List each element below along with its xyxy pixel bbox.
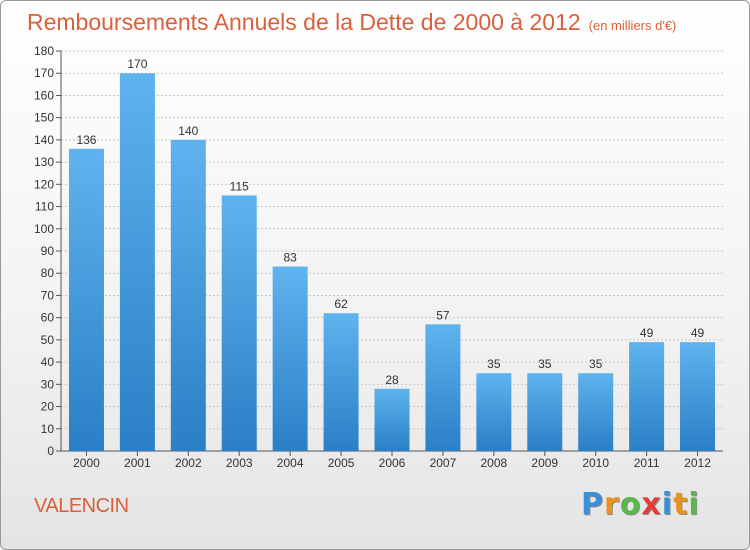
x-tick-label: 2004 — [277, 456, 304, 470]
y-tick-label: 120 — [34, 177, 54, 191]
bar — [119, 73, 155, 451]
bar — [221, 195, 257, 451]
y-tick-label: 140 — [34, 133, 54, 147]
x-tick-label: 2000 — [73, 456, 100, 470]
bar-value-label: 140 — [178, 124, 198, 138]
y-tick-label: 170 — [34, 66, 54, 80]
bar — [680, 342, 716, 451]
x-tick-label: 2006 — [379, 456, 406, 470]
y-tick-label: 150 — [34, 111, 54, 125]
bar-value-label: 35 — [538, 357, 552, 371]
y-tick-label: 40 — [41, 355, 55, 369]
brand-letter: P — [581, 487, 604, 522]
x-tick-label: 2007 — [430, 456, 457, 470]
bar — [578, 373, 614, 451]
bar-value-label: 35 — [589, 357, 603, 371]
bar — [170, 139, 206, 451]
bar — [323, 313, 359, 451]
y-tick-label: 20 — [41, 400, 55, 414]
chart-unit: (en milliers d'€) — [588, 18, 677, 33]
bar — [68, 148, 104, 451]
y-tick-label: 110 — [35, 200, 54, 214]
bar — [476, 373, 512, 451]
y-tick-label: 160 — [34, 88, 54, 102]
x-tick-label: 2002 — [175, 456, 202, 470]
y-tick-label: 50 — [41, 333, 55, 347]
y-tick-label: 60 — [41, 311, 55, 325]
x-tick-label: 2005 — [328, 456, 355, 470]
brand-letter: i — [688, 487, 700, 522]
brand-letter: i — [661, 487, 674, 522]
x-tick-label: 2009 — [531, 456, 558, 470]
bar-value-label: 28 — [385, 373, 399, 387]
bar — [374, 388, 410, 451]
bar-value-label: 83 — [283, 251, 297, 265]
brand-letter: x — [641, 487, 662, 522]
x-tick-label: 2010 — [582, 456, 609, 470]
x-tick-label: 2011 — [634, 456, 660, 470]
chart-title-text: Remboursements Annuels de la Dette de 20… — [27, 9, 581, 35]
brand-letter: r — [604, 487, 620, 522]
x-tick-label: 2001 — [124, 456, 151, 470]
brand-letter: o — [619, 487, 642, 522]
bar-value-label: 115 — [230, 179, 249, 193]
y-tick-label: 80 — [41, 266, 55, 280]
bar — [527, 373, 563, 451]
bar-value-label: 62 — [334, 297, 348, 311]
bar-value-label: 49 — [691, 326, 705, 340]
y-tick-label: 90 — [41, 244, 55, 258]
bar-value-label: 170 — [127, 57, 147, 71]
x-tick-label: 2012 — [684, 456, 711, 470]
bar — [425, 324, 461, 451]
bar-value-label: 136 — [76, 133, 96, 147]
bar-value-label: 49 — [640, 326, 654, 340]
bar-value-label: 57 — [436, 308, 450, 322]
brand-letter: t — [673, 487, 689, 522]
bar-value-label: 35 — [487, 357, 501, 371]
y-tick-label: 130 — [34, 155, 54, 169]
y-tick-label: 70 — [41, 288, 55, 302]
chart-title: Remboursements Annuels de la Dette de 20… — [27, 9, 676, 36]
city-name: VALENCIN — [34, 495, 129, 517]
y-tick-label: 100 — [34, 222, 54, 236]
x-tick-label: 2008 — [480, 456, 507, 470]
y-tick-label: 30 — [41, 377, 55, 391]
y-tick-label: 10 — [41, 422, 55, 436]
y-tick-label: 180 — [34, 44, 54, 58]
bar — [629, 342, 665, 451]
x-tick-label: 2003 — [226, 456, 253, 470]
bar — [272, 266, 308, 451]
y-tick-label: 0 — [47, 444, 54, 458]
brand-logo[interactable]: Proxiti — [581, 487, 700, 522]
